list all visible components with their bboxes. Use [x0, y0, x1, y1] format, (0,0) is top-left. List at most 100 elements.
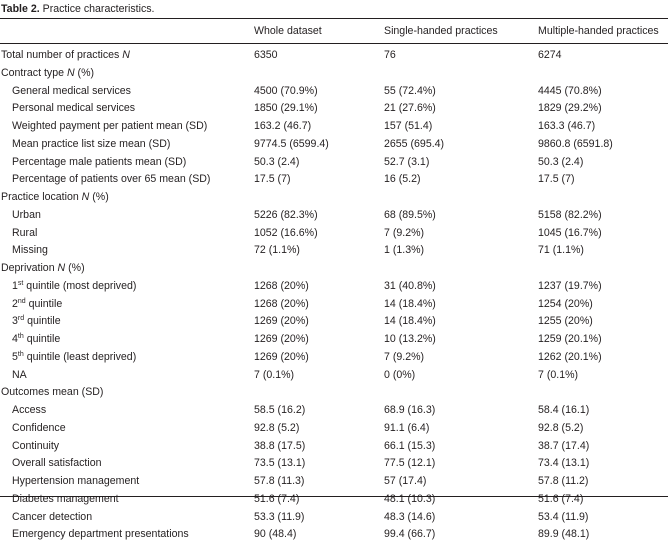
row-label-text: Access	[12, 404, 47, 416]
table-row: Overall satisfaction 73.5 (13.1) 77.5 (12.…	[0, 454, 668, 472]
cell-single-handed: 2655 (695.4)	[384, 137, 445, 150]
cell-whole-dataset: 1269 (20%)	[254, 315, 309, 328]
cell-single-handed: 52.7 (3.1)	[384, 155, 430, 168]
table-row: Personal medical services 1850 (29.1%) 21 …	[0, 99, 668, 117]
row-label-text: Rural	[12, 226, 38, 239]
cell-single-handed: 57 (17.4)	[384, 475, 427, 487]
row-label: Contract type N (%)	[1, 64, 94, 82]
row-label: Urban	[12, 206, 41, 224]
row-label-tail: (%)	[65, 262, 85, 274]
cell-multiple-handed: 1255 (20%)	[538, 315, 593, 328]
table-row: Cancer detection 53.3 (11.9) 48.3 (14.6) 53…	[0, 508, 668, 526]
row-label-tail: quintile (least deprived)	[23, 350, 137, 363]
table-row: 4th quintile 1269 (20%) 10 (13.2%) 1259 (20…	[0, 330, 668, 348]
cell-single-handed: 99.4 (66.7)	[384, 528, 436, 541]
table-row: Confidence 92.8 (5.2) 91.1 (6.4) 92.8 (5.2)	[0, 419, 668, 437]
table-caption-label: Table 2.	[1, 3, 40, 15]
table-row: Percentage male patients mean (SD) 50.3 (…	[0, 153, 668, 171]
row-label-text: Practice location	[1, 191, 82, 203]
cell-single-handed: 55 (72.4%)	[384, 84, 436, 97]
cell-single-handed: 16 (5.2)	[384, 173, 421, 186]
cell-single-handed: 14 (18.4%)	[384, 315, 436, 328]
cell-multiple-handed: 1259 (20.1%)	[538, 333, 602, 345]
cell-multiple-handed: 89.9 (48.1)	[538, 528, 590, 541]
table-row: Access 58.5 (16.2) 68.9 (16.3) 58.4 (16.1)	[0, 401, 668, 419]
table-row: Percentage of patients over 65 mean (SD)…	[0, 170, 668, 188]
table-section-row: Total number of practices N 6350 76 6274	[0, 46, 668, 64]
row-label: Weighted payment per patient mean (SD)	[12, 117, 207, 135]
row-label-text: Continuity	[12, 439, 60, 452]
cell-multiple-handed: 5158 (82.2%)	[538, 208, 602, 221]
cell-whole-dataset: 90 (48.4)	[254, 528, 297, 541]
table-row: Missing 72 (1.1%) 1 (1.3%) 71 (1.1%)	[0, 241, 668, 259]
cell-multiple-handed: 17.5 (7)	[538, 173, 575, 186]
ordinal-suffix: st	[17, 279, 24, 287]
ordinal-suffix: nd	[17, 297, 26, 305]
cell-whole-dataset: 17.5 (7)	[254, 173, 291, 186]
row-label-text: 4	[12, 333, 18, 345]
row-label-italic: N	[57, 262, 66, 274]
cell-whole-dataset: 6350	[254, 49, 278, 61]
cell-multiple-handed: 6274	[538, 49, 562, 61]
cell-whole-dataset: 92.8 (5.2)	[254, 421, 300, 434]
row-label: General medical services	[12, 82, 131, 100]
row-label-text: Percentage male patients mean (SD)	[12, 155, 187, 168]
row-label: Total number of practices N	[1, 46, 130, 64]
row-label-text: Personal medical services	[12, 102, 136, 115]
cell-multiple-handed: 163.3 (46.7)	[538, 120, 596, 132]
table-row: 5th quintile (least deprived) 1269 (20%) 7…	[0, 348, 668, 366]
cell-whole-dataset: 1052 (16.6%)	[254, 226, 318, 239]
cell-whole-dataset: 1268 (20%)	[254, 279, 309, 292]
cell-whole-dataset: 72 (1.1%)	[254, 244, 300, 257]
table-row: 2nd quintile 1268 (20%) 14 (18.4%) 1254 (20…	[0, 295, 668, 313]
row-label-text: 1	[12, 279, 18, 292]
row-label: Mean practice list size mean (SD)	[12, 135, 170, 153]
table-row: Rural 1052 (16.6%) 7 (9.2%) 1045 (16.7%)	[0, 224, 668, 242]
cell-single-handed: 77.5 (12.1)	[384, 457, 436, 470]
cell-single-handed: 31 (40.8%)	[384, 279, 436, 292]
cell-whole-dataset: 1269 (20%)	[254, 333, 309, 345]
cell-multiple-handed: 50.3 (2.4)	[538, 155, 584, 168]
cell-whole-dataset: 5226 (82.3%)	[254, 208, 318, 221]
row-label-italic: N	[81, 191, 90, 203]
cell-multiple-handed: 57.8 (11.2)	[538, 475, 589, 487]
row-label: 2nd quintile	[12, 295, 62, 313]
cell-multiple-handed: 1045 (16.7%)	[538, 226, 602, 239]
cell-whole-dataset: 38.8 (17.5)	[254, 439, 306, 452]
cell-whole-dataset: 7 (0.1%)	[254, 368, 295, 381]
cell-single-handed: 10 (13.2%)	[384, 333, 436, 345]
ordinal-suffix: th	[17, 350, 24, 358]
table-header-rule	[0, 43, 668, 44]
cell-single-handed: 91.1 (6.4)	[384, 421, 430, 434]
cell-multiple-handed: 4445 (70.8%)	[538, 84, 602, 97]
row-label: 1st quintile (most deprived)	[12, 277, 136, 295]
cell-single-handed: 76	[384, 49, 396, 61]
row-label-tail: quintile	[25, 297, 63, 310]
col-header-single-handed: Single-handed practices	[384, 25, 498, 37]
row-label-text: Cancer detection	[12, 510, 93, 523]
cell-single-handed: 48.3 (14.6)	[384, 510, 436, 523]
cell-multiple-handed: 1254 (20%)	[538, 297, 593, 310]
row-label-text: NA	[12, 368, 27, 381]
table-caption: Table 2. Practice characteristics.	[1, 1, 154, 17]
cell-whole-dataset: 58.5 (16.2)	[254, 404, 306, 416]
cell-multiple-handed: 9860.8 (6591.8)	[538, 137, 613, 150]
row-label-italic: N	[66, 66, 75, 79]
table-row: Hypertension management 57.8 (11.3) 57 (17…	[0, 472, 668, 490]
cell-multiple-handed: 7 (0.1%)	[538, 368, 579, 381]
row-label: 5th quintile (least deprived)	[12, 348, 136, 366]
ordinal-suffix: rd	[17, 315, 25, 323]
table-section-row: Practice location N (%)	[0, 188, 668, 206]
table-row: Emergency department presentations 90 (48…	[0, 525, 668, 543]
row-label-text: Overall satisfaction	[12, 457, 102, 470]
row-label-text: Total number of practices	[1, 49, 123, 61]
row-label: Percentage of patients over 65 mean (SD)	[12, 170, 210, 188]
cell-single-handed: 14 (18.4%)	[384, 297, 436, 310]
row-label-text: Deprivation	[1, 262, 58, 274]
row-label: Practice location N (%)	[1, 188, 109, 206]
row-label: Missing	[12, 241, 48, 259]
cell-whole-dataset: 57.8 (11.3)	[254, 475, 305, 487]
row-label: Outcomes mean (SD)	[1, 383, 103, 401]
row-label-text: Missing	[12, 244, 48, 257]
cell-multiple-handed: 92.8 (5.2)	[538, 421, 584, 434]
